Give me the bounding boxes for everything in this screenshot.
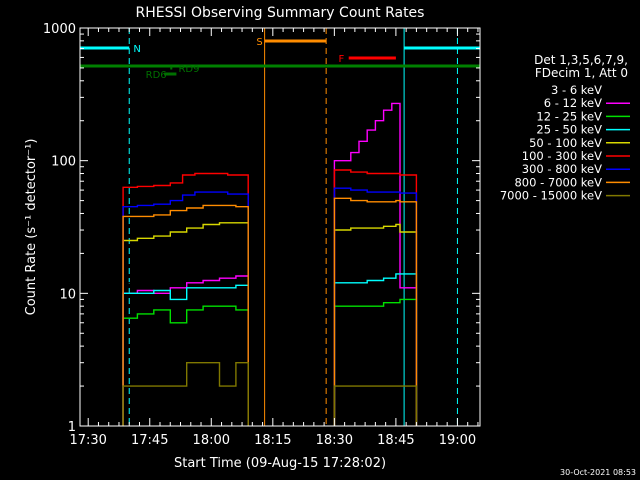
legend: Det 1,3,5,6,7,9, FDecim 1, Att 0 3 - 6 k… bbox=[500, 53, 630, 203]
series-line-7 bbox=[122, 197, 418, 426]
axis-layer: 1 10 100 1000 17:30 17:45 18:00 18:15 18:30 18:45… bbox=[43, 22, 480, 448]
legend-header-line-2: FDecim 1, Att 0 bbox=[535, 66, 628, 80]
legend-label-3: 25 - 50 keV bbox=[536, 123, 602, 137]
y-tick-label-1: 10 bbox=[59, 287, 76, 302]
legend-label-6: 300 - 800 keV bbox=[522, 162, 602, 176]
x-tick-label-4: 18:30 bbox=[316, 433, 353, 448]
plot-frame bbox=[79, 27, 481, 427]
flag-label-s: S bbox=[256, 37, 262, 48]
series-line-4 bbox=[122, 222, 418, 426]
series-line-3 bbox=[122, 273, 418, 426]
flag-label-f: F bbox=[338, 54, 344, 65]
footer-timestamp: 30-Oct-2021 08:53 bbox=[560, 468, 636, 477]
flag-label-rd9: RD9 bbox=[178, 64, 199, 75]
x-tick-label-5: 18:45 bbox=[377, 433, 414, 448]
x-tick-label-6: 19:00 bbox=[439, 433, 476, 448]
legend-label-2: 12 - 25 keV bbox=[536, 109, 602, 123]
x-tick-label-3: 18:15 bbox=[254, 433, 291, 448]
series-line-6 bbox=[122, 187, 418, 426]
y-tick-label-0: 1 bbox=[68, 420, 76, 435]
flag-lines-layer: N S F RD9 RD6 bbox=[79, 28, 480, 426]
y-tick-label-2: 100 bbox=[51, 155, 76, 170]
series-line-0 bbox=[122, 123, 418, 426]
flag-label-n: N bbox=[133, 44, 140, 55]
x-tick-label-0: 17:30 bbox=[69, 433, 106, 448]
series-line-1 bbox=[122, 102, 418, 426]
x-axis-label: Start Time (09-Aug-15 17:28:02) bbox=[174, 456, 386, 471]
legend-label-8: 7000 - 15000 keV bbox=[500, 189, 602, 203]
legend-label-5: 100 - 300 keV bbox=[522, 149, 602, 163]
legend-label-1: 6 - 12 keV bbox=[544, 96, 602, 110]
y-axis-label: Count Rate (s⁻¹ detector⁻¹) bbox=[24, 139, 39, 316]
legend-label-4: 50 - 100 keV bbox=[529, 136, 602, 150]
series-line-2 bbox=[122, 298, 418, 426]
legend-label-0: 3 - 6 keV bbox=[551, 83, 602, 97]
legend-header-line-1: Det 1,3,5,6,7,9, bbox=[534, 53, 628, 67]
flag-label-rd6: RD6 bbox=[146, 70, 167, 81]
chart-title: RHESSI Observing Summary Count Rates bbox=[136, 5, 425, 21]
x-tick-label-1: 17:45 bbox=[131, 433, 168, 448]
legend-label-7: 800 - 7000 keV bbox=[514, 175, 602, 189]
series-line-5 bbox=[122, 169, 418, 426]
x-tick-label-2: 18:00 bbox=[193, 433, 230, 448]
series-line-8 bbox=[122, 362, 418, 426]
y-tick-label-3: 1000 bbox=[43, 22, 76, 37]
series-layer bbox=[122, 102, 418, 426]
